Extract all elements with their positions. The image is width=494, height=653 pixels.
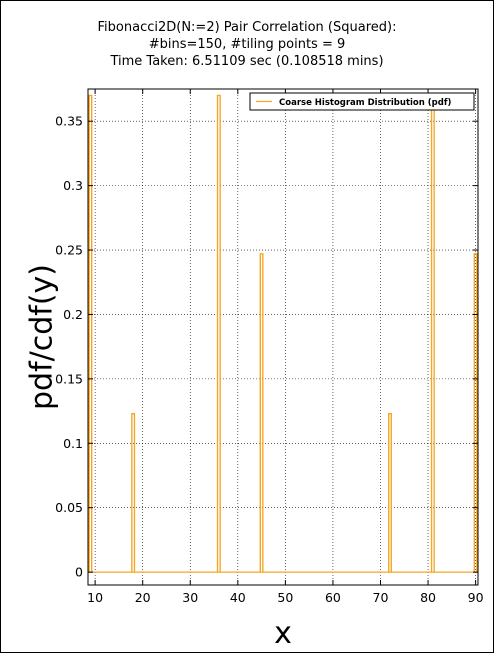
chart-title-line-3: Time Taken: 6.51109 sec (0.108518 mins) (110, 54, 384, 69)
y-tick-label: 0.1 (63, 436, 83, 451)
legend-box (249, 92, 475, 111)
x-tick-label: 80 (420, 590, 436, 605)
y-tick-label: 0.25 (55, 243, 83, 258)
y-tick-label: 0.2 (63, 307, 83, 322)
x-tick-label: 20 (135, 590, 151, 605)
y-tick-label: 0.05 (55, 500, 83, 515)
x-tick-label: 10 (87, 590, 103, 605)
x-tick-label: 70 (373, 590, 389, 605)
chart-title-line-1: Fibonacci2D(N:=2) Pair Correlation (Squa… (97, 20, 397, 35)
x-tick-label: 90 (468, 590, 484, 605)
legend-entry: Coarse Histogram Distribution (pdf) (279, 98, 452, 108)
histogram-bar (131, 413, 136, 573)
y-tick-label: 0 (75, 565, 83, 580)
legend: Coarse Histogram Distribution (pdf) (249, 92, 475, 111)
plot-area (88, 89, 478, 585)
y-axis-label: pdf/cdf(y) (25, 264, 60, 410)
x-tick-label: 60 (325, 590, 341, 605)
x-axis-label: x (274, 616, 292, 651)
x-tick-label: 40 (230, 590, 246, 605)
y-tick-label: 0.3 (63, 178, 83, 193)
axis-ticks: 10 20 30 40 50 60 70 80 90 0 0.05 0.1 0.15 0.2 0.25 0.3… (55, 89, 484, 605)
chart-title-line-2: #bins=150, #tiling points = 9 (148, 37, 346, 52)
x-tick-label: 30 (182, 590, 198, 605)
plot-border (87, 88, 479, 586)
x-tick-label: 50 (277, 590, 293, 605)
y-tick-label: 0.35 (55, 114, 83, 129)
histogram-bar (259, 253, 264, 573)
y-tick-label: 0.15 (55, 371, 83, 386)
histogram-bar (388, 413, 392, 573)
histogram-bar (216, 94, 221, 573)
